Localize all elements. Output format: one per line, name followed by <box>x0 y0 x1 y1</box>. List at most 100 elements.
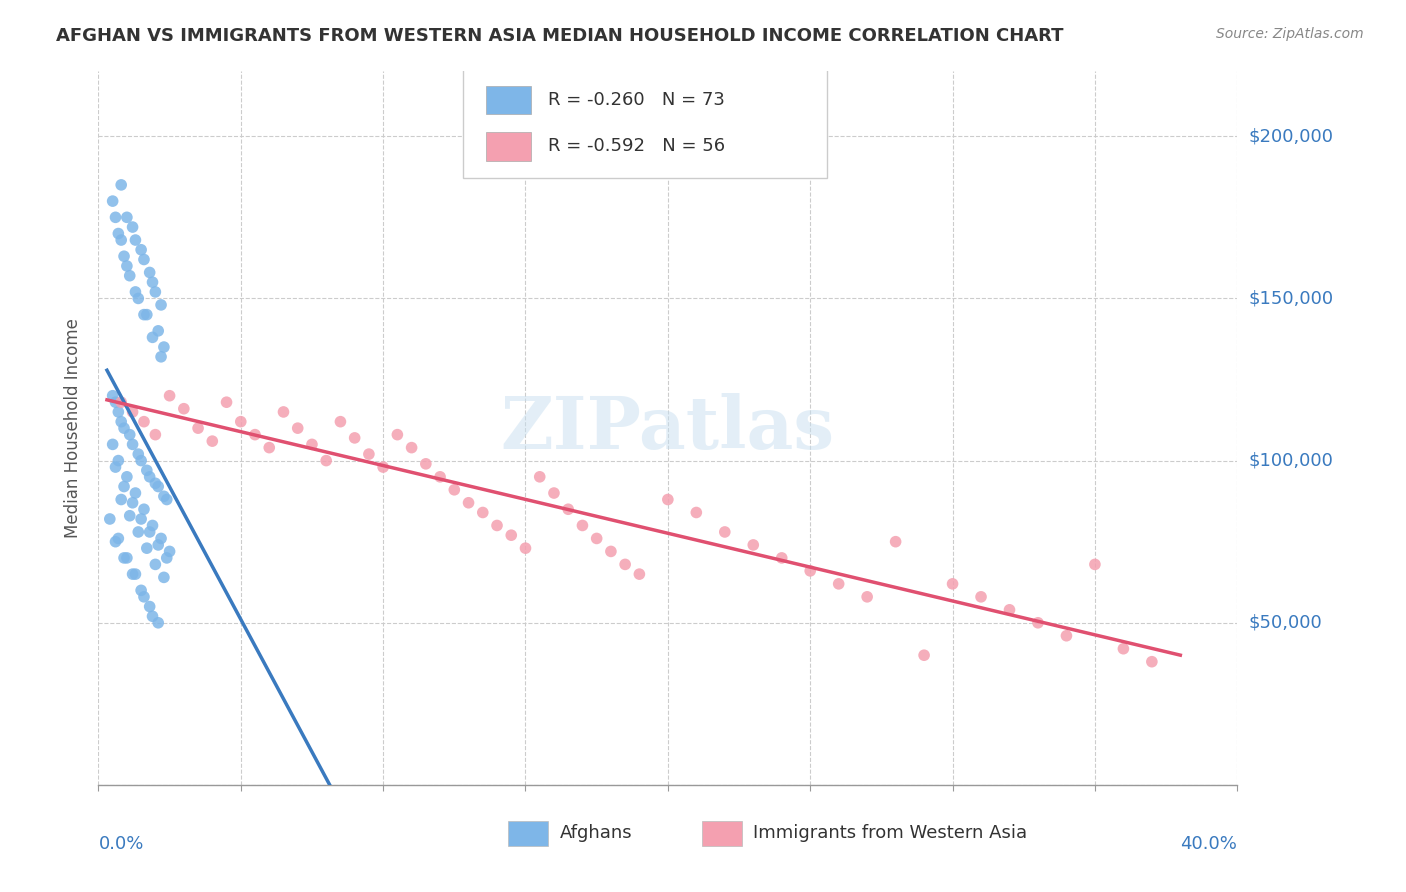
Point <box>742 538 765 552</box>
Point <box>129 243 152 257</box>
Point <box>104 211 127 225</box>
Point <box>429 470 451 484</box>
Point <box>156 492 179 507</box>
Point <box>135 308 157 322</box>
Point <box>1084 558 1107 572</box>
Point <box>110 415 132 429</box>
Point <box>129 453 152 467</box>
Point <box>112 479 135 493</box>
Text: $50,000: $50,000 <box>1249 614 1322 632</box>
Point <box>329 415 352 429</box>
Point <box>998 603 1021 617</box>
Point <box>124 567 146 582</box>
Point <box>614 558 637 572</box>
Point <box>107 453 129 467</box>
Point <box>132 308 155 322</box>
Point <box>115 470 138 484</box>
Point <box>828 577 851 591</box>
Point <box>107 405 129 419</box>
Point <box>148 538 170 552</box>
Point <box>585 532 607 546</box>
Point <box>118 427 141 442</box>
Point <box>145 427 167 442</box>
Point <box>141 330 163 344</box>
Point <box>121 496 143 510</box>
Point <box>373 460 395 475</box>
Point <box>457 496 479 510</box>
Text: 0.0%: 0.0% <box>98 835 143 853</box>
Point <box>145 558 167 572</box>
Point <box>148 324 170 338</box>
Point <box>1140 655 1163 669</box>
Point <box>107 227 129 241</box>
Point <box>129 583 152 598</box>
Point <box>132 502 155 516</box>
Text: $150,000: $150,000 <box>1249 289 1333 308</box>
Point <box>571 518 593 533</box>
Point <box>301 437 323 451</box>
Point <box>884 534 907 549</box>
Point <box>187 421 209 435</box>
Point <box>104 534 127 549</box>
Point <box>443 483 465 497</box>
Point <box>150 350 173 364</box>
Point <box>121 437 143 451</box>
Point <box>243 427 266 442</box>
Point <box>600 544 623 558</box>
Point <box>118 268 141 283</box>
Point <box>145 476 167 491</box>
Text: Afghans: Afghans <box>560 824 633 842</box>
Point <box>714 524 737 539</box>
Point <box>112 421 135 435</box>
Point <box>129 512 152 526</box>
Point <box>138 599 160 614</box>
Point <box>415 457 437 471</box>
Point <box>1112 641 1135 656</box>
Point <box>138 265 160 279</box>
Point <box>515 541 537 556</box>
Point <box>343 431 366 445</box>
Point <box>110 178 132 192</box>
Point <box>273 405 295 419</box>
Point <box>315 453 337 467</box>
Point <box>124 285 146 299</box>
Point <box>98 512 121 526</box>
FancyBboxPatch shape <box>485 86 531 114</box>
Point <box>115 550 138 565</box>
Point <box>127 447 149 461</box>
Point <box>148 479 170 493</box>
Point <box>101 389 124 403</box>
Point <box>101 194 124 208</box>
Point <box>856 590 879 604</box>
Point <box>173 401 195 416</box>
Point <box>132 590 155 604</box>
Point <box>1026 615 1049 630</box>
Point <box>112 550 135 565</box>
Text: R = -0.592   N = 56: R = -0.592 N = 56 <box>548 137 725 155</box>
Point <box>127 292 149 306</box>
Point <box>145 285 167 299</box>
Point <box>132 415 155 429</box>
Point <box>486 518 509 533</box>
Point <box>132 252 155 267</box>
Point <box>471 506 494 520</box>
Point <box>135 541 157 556</box>
Point <box>159 544 181 558</box>
Point <box>156 550 179 565</box>
Point <box>121 405 143 419</box>
Text: Source: ZipAtlas.com: Source: ZipAtlas.com <box>1216 27 1364 41</box>
Text: AFGHAN VS IMMIGRANTS FROM WESTERN ASIA MEDIAN HOUSEHOLD INCOME CORRELATION CHART: AFGHAN VS IMMIGRANTS FROM WESTERN ASIA M… <box>56 27 1064 45</box>
Point <box>104 460 127 475</box>
Point <box>101 437 124 451</box>
Point <box>153 489 176 503</box>
Point <box>287 421 309 435</box>
Point <box>124 486 146 500</box>
Y-axis label: Median Household Income: Median Household Income <box>65 318 83 538</box>
Point <box>141 275 163 289</box>
FancyBboxPatch shape <box>509 821 548 846</box>
Text: ZIPatlas: ZIPatlas <box>501 392 835 464</box>
Point <box>138 524 160 539</box>
Point <box>124 233 146 247</box>
Point <box>153 570 176 584</box>
Point <box>148 615 170 630</box>
